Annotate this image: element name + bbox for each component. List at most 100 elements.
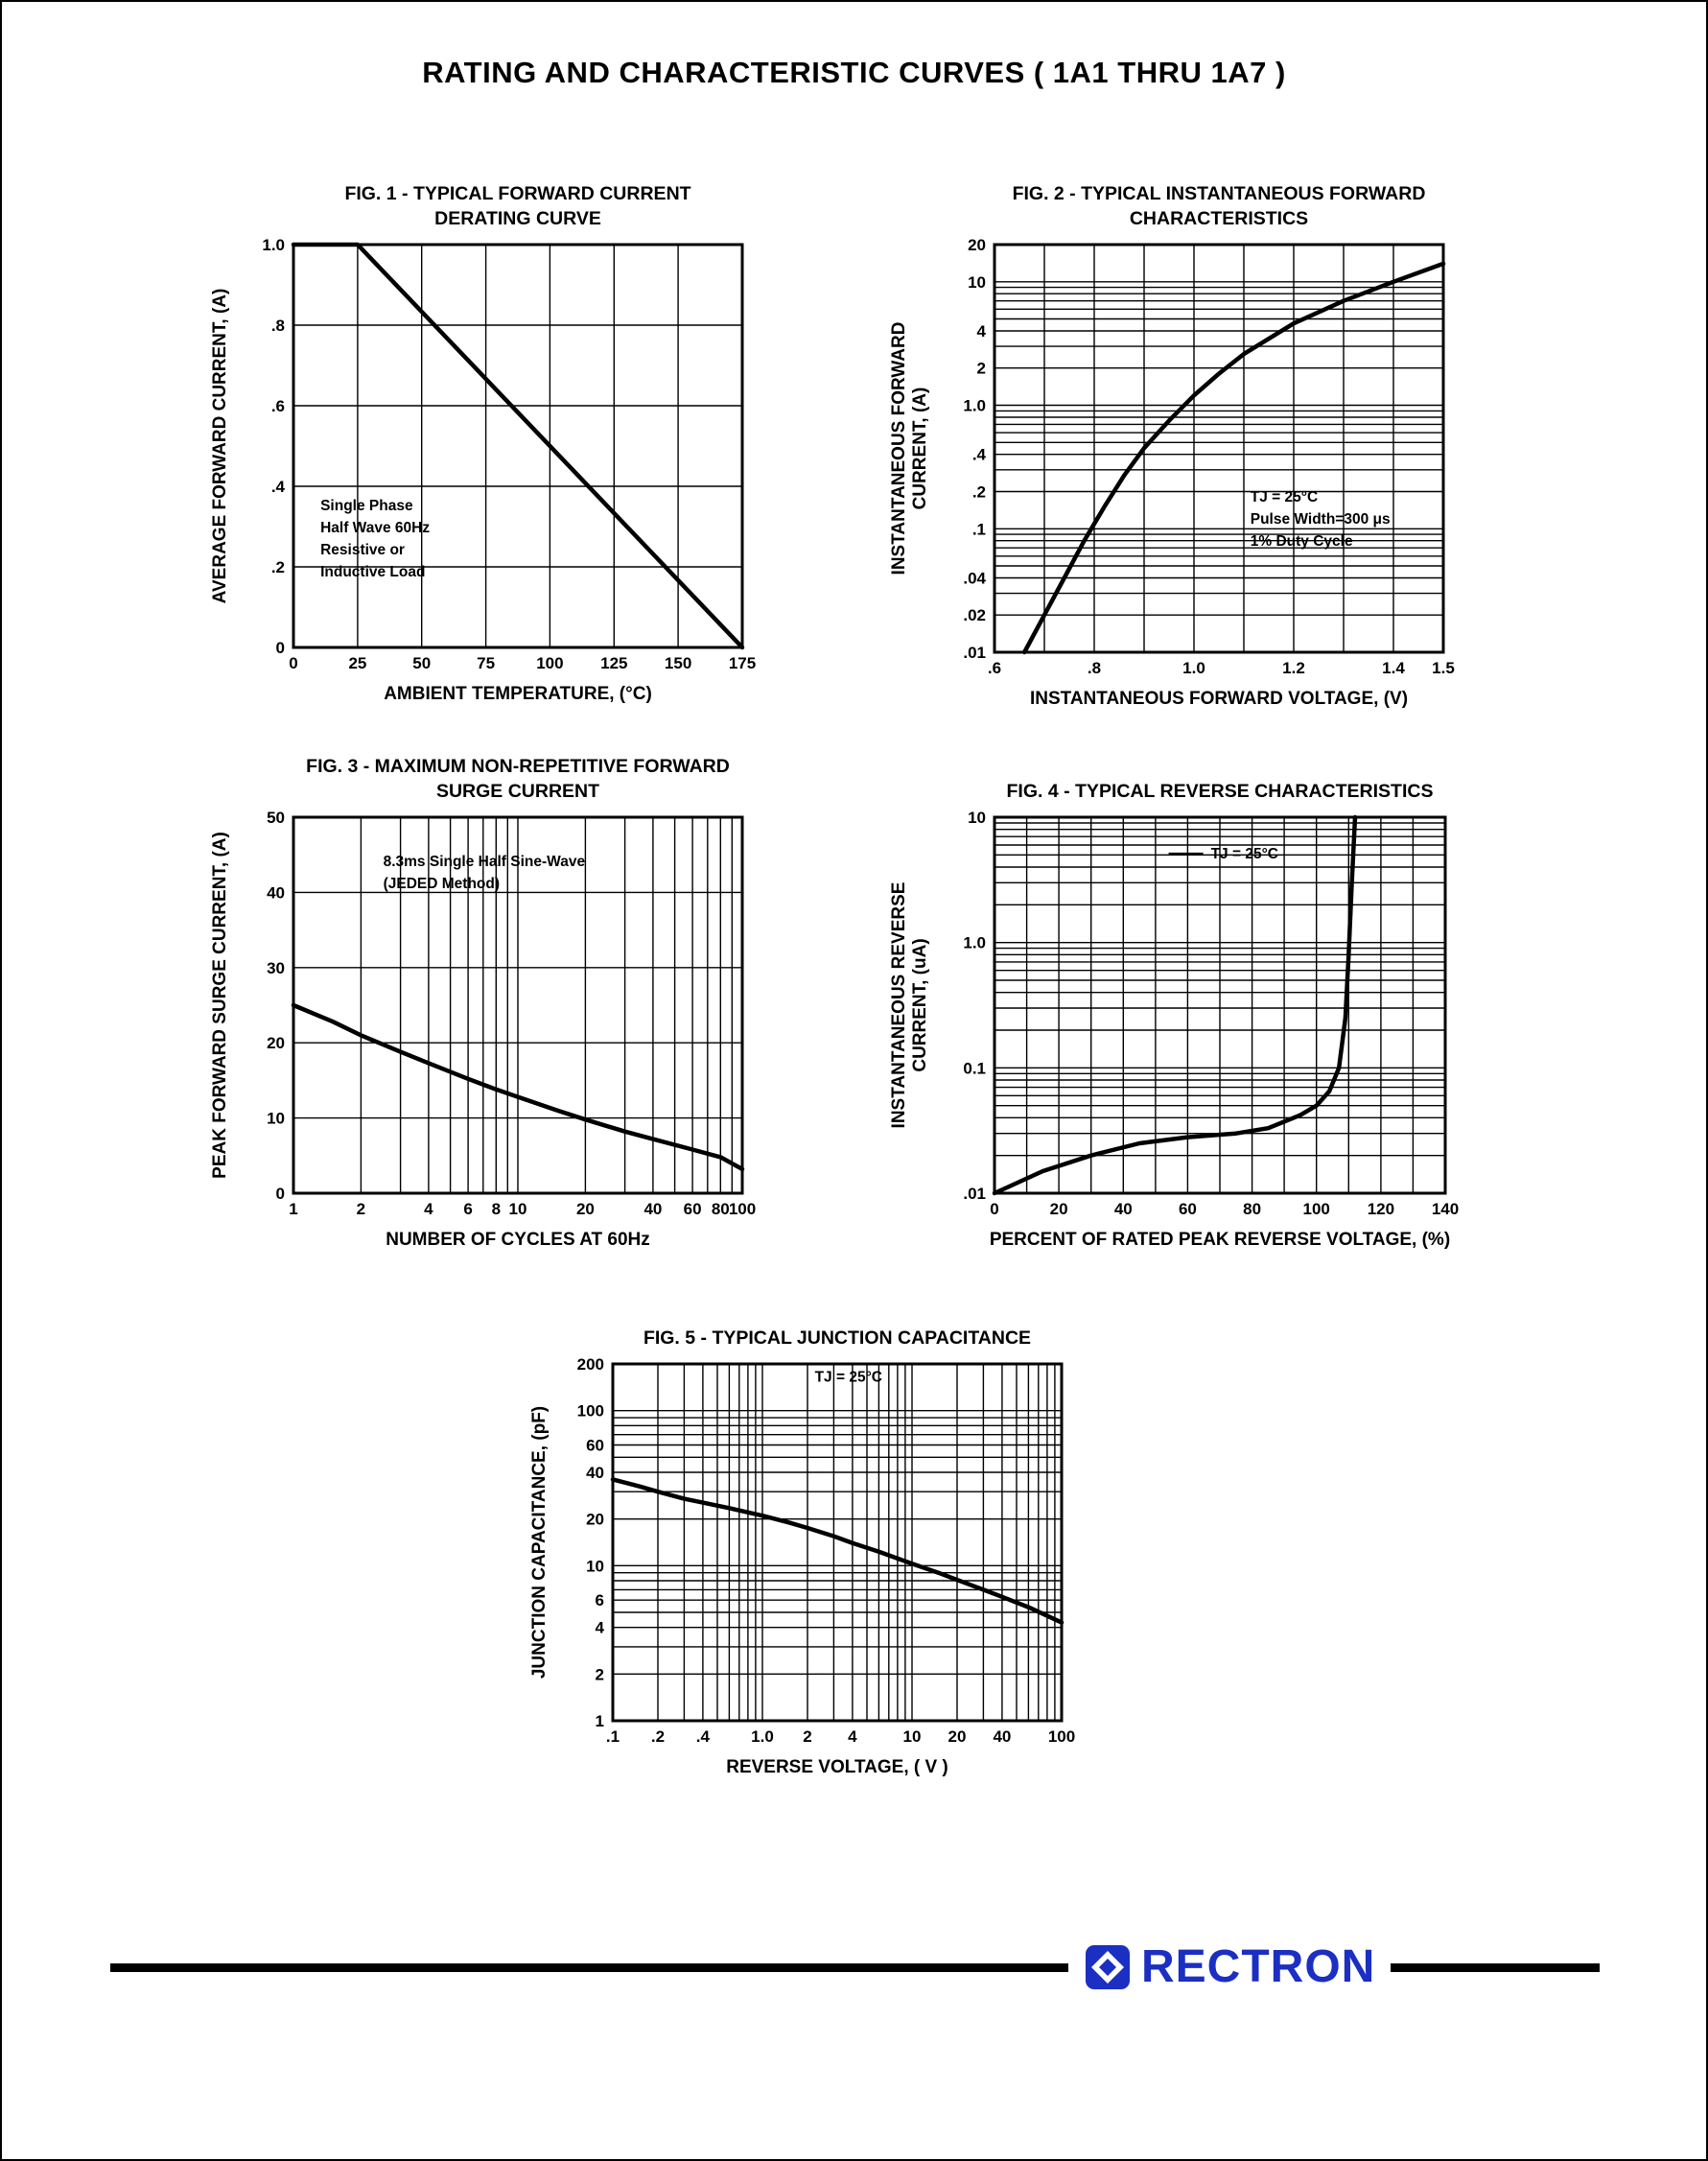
svg-text:Half Wave 60Hz: Half Wave 60Hz: [320, 520, 430, 536]
svg-text:80: 80: [712, 1200, 730, 1218]
annotation: TJ = 25°C Pulse Width=300 μs 1% Duty Cycle: [1251, 489, 1391, 550]
svg-text:20: 20: [586, 1511, 604, 1529]
svg-text:.01: .01: [963, 1185, 986, 1203]
svg-text:0: 0: [276, 639, 285, 657]
rectron-logo-icon: [1086, 1945, 1130, 1989]
svg-text:10: 10: [267, 1110, 285, 1128]
svg-text:(JEDED Method): (JEDED Method): [384, 876, 500, 892]
plot-border: [611, 1362, 1064, 1723]
svg-text:.4: .4: [696, 1727, 711, 1746]
svg-text:200: 200: [577, 1355, 604, 1374]
svg-text:4: 4: [848, 1727, 857, 1746]
plot-border: [292, 243, 744, 649]
svg-text:0: 0: [990, 1200, 998, 1218]
plot-border: [993, 243, 1445, 654]
svg-text:6: 6: [463, 1200, 472, 1218]
svg-text:1.2: 1.2: [1282, 659, 1305, 677]
junction-capacitance-curve: [610, 1477, 1065, 1625]
x-axis-label: REVERSE VOLTAGE, ( V ): [726, 1757, 948, 1777]
forward-vi-curve: [1021, 261, 1446, 655]
tick-labels: .1 .2 .4 1.0 2 4 10 20 40 100 200 100 60 40 20 10 6 4 2 1: [577, 1355, 1076, 1746]
figure-2-plot: .6 .8 1.0 1.2 1.4 1.5 20 10 4 2 1.0 .4 .2 .1 .04 .02 .01…: [889, 236, 1455, 709]
svg-text:60: 60: [684, 1200, 702, 1218]
svg-text:.8: .8: [1088, 659, 1101, 677]
plot-border: [292, 815, 744, 1195]
svg-text:.6: .6: [271, 397, 285, 415]
figure-5: FIG. 5 - TYPICAL JUNCTION CAPACITANCE .1…: [503, 1297, 1085, 1784]
svg-text:2: 2: [803, 1727, 811, 1746]
svg-text:4: 4: [977, 322, 987, 341]
svg-text:Single Phase: Single Phase: [320, 498, 413, 514]
gridlines: [612, 1363, 1063, 1722]
figure-3-title-line1: FIG. 3 - MAXIMUM NON-REPETITIVE FORWARD: [306, 756, 730, 778]
svg-text:.1: .1: [972, 520, 986, 538]
svg-text:75: 75: [477, 654, 495, 672]
tick-labels: 0 20 40 60 80 100 120 140 10 1.0 0.1 .01: [963, 809, 1459, 1218]
svg-text:.2: .2: [651, 1727, 665, 1746]
svg-text:10: 10: [509, 1200, 527, 1218]
x-axis-label: AMBIENT TEMPERATURE, (°C): [384, 684, 652, 704]
svg-text:2: 2: [357, 1200, 365, 1218]
reverse-leakage-curve: [992, 814, 1358, 1196]
figure-3-title-line2: SURGE CURRENT: [435, 780, 600, 802]
tick-labels: 0 25 50 75 100 125 150 175 1.0 .8 .6 .4 .2 0: [262, 236, 756, 672]
svg-text:100: 100: [536, 654, 563, 672]
figure-1: FIG. 1 - TYPICAL FORWARD CURRENT DERATIN…: [184, 177, 765, 711]
derating-curve: [291, 242, 745, 650]
figure-5-title-line1: FIG. 5 - TYPICAL JUNCTION CAPACITANCE: [643, 1327, 1032, 1349]
svg-text:1.0: 1.0: [262, 236, 285, 254]
figure-2-title-line2: CHARACTERISTICS: [1129, 207, 1309, 229]
figure-2-title: FIG. 2 - TYPICAL INSTANTANEOUS FORWARD C…: [885, 177, 1466, 231]
svg-text:0: 0: [289, 654, 297, 672]
svg-text:175: 175: [729, 654, 756, 672]
svg-text:80: 80: [1243, 1200, 1261, 1218]
svg-text:40: 40: [267, 883, 285, 902]
svg-text:120: 120: [1368, 1200, 1394, 1218]
svg-text:8: 8: [492, 1200, 501, 1218]
figure-1-title: FIG. 1 - TYPICAL FORWARD CURRENT DERATIN…: [184, 177, 765, 231]
svg-text:6: 6: [596, 1591, 604, 1609]
svg-text:20: 20: [267, 1034, 285, 1052]
svg-text:.01: .01: [963, 644, 986, 662]
figure-2-title-line1: FIG. 2 - TYPICAL INSTANTANEOUS FORWARD: [1012, 183, 1426, 205]
svg-text:40: 40: [1114, 1200, 1133, 1218]
svg-text:.1: .1: [606, 1727, 620, 1746]
svg-text:.4: .4: [972, 446, 987, 464]
svg-text:20: 20: [576, 1200, 595, 1218]
annotation: Single Phase Half Wave 60Hz Resistive or In…: [320, 498, 430, 580]
svg-text:100: 100: [1048, 1727, 1075, 1746]
svg-text:Resistive or: Resistive or: [320, 542, 405, 558]
figure-1-title-line1: FIG. 1 - TYPICAL FORWARD CURRENT: [344, 183, 691, 205]
page-title: RATING AND CHARACTERISTIC CURVES ( 1A1 T…: [422, 56, 1286, 89]
svg-text:10: 10: [968, 809, 986, 827]
svg-text:0.1: 0.1: [963, 1059, 986, 1077]
svg-text:1: 1: [596, 1712, 604, 1730]
svg-text:100: 100: [1303, 1200, 1330, 1218]
x-axis-label: INSTANTANEOUS FORWARD VOLTAGE, (V): [1030, 689, 1408, 709]
figure-3: FIG. 3 - MAXIMUM NON-REPETITIVE FORWARD …: [184, 750, 765, 1257]
svg-text:1.0: 1.0: [751, 1727, 774, 1746]
plot-border: [993, 815, 1447, 1195]
svg-text:40: 40: [586, 1464, 604, 1482]
y-axis-label: INSTANTANEOUS REVERSECURRENT, (uA): [889, 882, 930, 1129]
svg-text:40: 40: [993, 1727, 1011, 1746]
svg-text:1% Duty Cycle: 1% Duty Cycle: [1251, 533, 1353, 550]
svg-text:Pulse Width=300 μs: Pulse Width=300 μs: [1251, 511, 1391, 528]
svg-text:140: 140: [1432, 1200, 1459, 1218]
svg-text:.2: .2: [972, 483, 986, 502]
figure-1-plot: 0 25 50 75 100 125 150 175 1.0 .8 .6 .4 .2 0 AMBIENT T…: [210, 236, 756, 704]
svg-text:.02: .02: [963, 606, 986, 624]
annotation: TJ = 25°C: [1211, 846, 1278, 862]
y-axis-label: AVERAGE FORWARD CURRENT, (A): [210, 289, 230, 604]
svg-text:TJ = 25°C: TJ = 25°C: [1251, 489, 1318, 505]
svg-text:0: 0: [276, 1185, 285, 1203]
y-axis-label: INSTANTANEOUS FORWARDCURRENT, (A): [889, 322, 930, 575]
figure-4-title-line1: FIG. 4 - TYPICAL REVERSE CHARACTERISTICS: [1006, 780, 1434, 802]
svg-text:TJ = 25°C: TJ = 25°C: [1211, 846, 1278, 862]
svg-text:.04: .04: [963, 570, 986, 588]
svg-text:100: 100: [729, 1200, 756, 1218]
svg-text:.8: .8: [271, 317, 285, 335]
svg-text:10: 10: [903, 1727, 922, 1746]
